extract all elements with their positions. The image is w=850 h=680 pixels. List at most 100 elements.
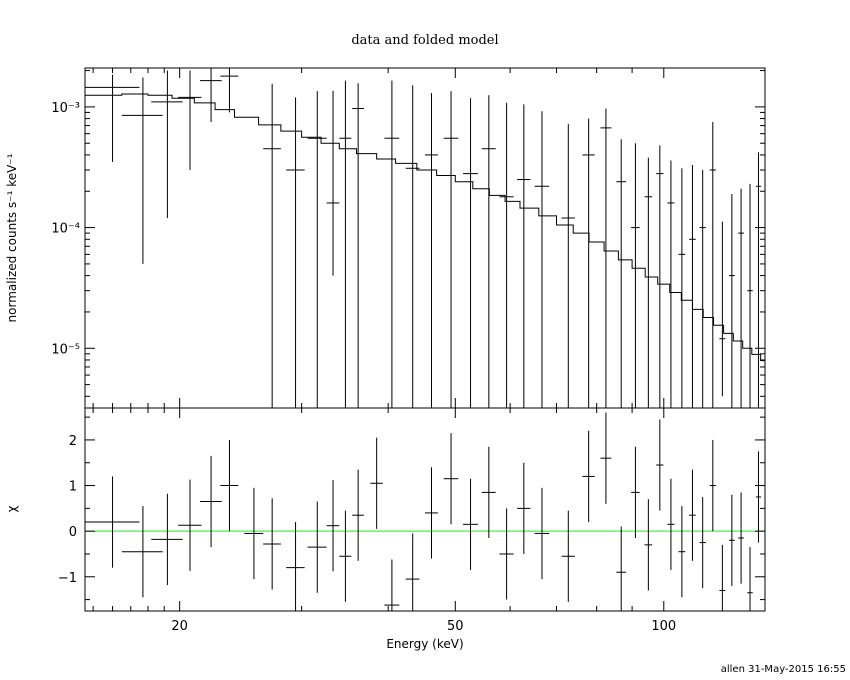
residual-point-2 [151,493,183,585]
y-tick-label: 10⁻⁵ [51,342,80,357]
footer-stamp: allen 31-May-2015 16:55 [721,664,846,675]
residual-point-30 [667,478,675,570]
residual-point-33 [699,496,706,589]
residual-point-26 [616,526,627,611]
spectrum-point-3 [178,70,202,170]
spectrum-point-2 [151,70,183,219]
residual-point-36 [728,494,735,586]
residual-axis-ticks: 20 50 100 −1 0 1 2 [58,408,765,634]
spectrum-point-30 [689,165,696,408]
spectrum-point-17 [481,95,496,408]
spectrum-point-4 [200,68,222,122]
residual-point-19 [481,446,496,539]
model-step-line [85,93,766,364]
folded-model-step [85,93,766,364]
spectrum-point-1 [121,77,163,264]
y-tick-label: −1 [58,571,77,586]
residual-point-20 [499,508,514,600]
spectrum-point-5 [220,68,239,113]
residual-point-15 [405,533,420,611]
x-axis-label: Energy (keV) [386,637,463,651]
residual-point-34 [709,439,716,532]
residual-point-3 [178,479,202,571]
residual-point-11 [339,510,352,602]
spectrum-point-8 [307,91,327,408]
spectrum-point-12 [384,80,400,408]
spectrum-point-6 [263,83,281,408]
residual-point-10 [326,480,340,572]
residual-y-axis-label: χ [5,505,19,512]
spectrum-point-31 [699,169,706,408]
spectrum-point-25 [631,143,640,408]
spectrum-point-34 [728,193,735,408]
x-tick-label: 100 [651,619,676,634]
residual-point-24 [582,430,595,523]
spectrum-point-14 [424,93,438,408]
chart-title: data and folded model [351,33,498,48]
residual-frame [84,407,766,612]
spectrum-point-29 [678,168,686,408]
spectrum-point-23 [600,108,612,408]
spectrum-point-22 [582,118,595,408]
spectrum-panel: 10⁻⁵ 10⁻⁴ 10⁻³ [51,67,766,409]
residual-point-25 [600,412,612,504]
residual-point-0 [85,476,140,568]
spectrum-point-16 [463,98,478,408]
spectrum-point-27 [656,145,664,408]
residual-point-37 [738,492,744,584]
residual-point-13 [370,437,383,529]
spectrum-point-36 [747,183,753,408]
spectrum-point-37 [755,152,762,408]
residual-point-21 [517,462,531,554]
spectrum-point-18 [499,102,514,408]
residual-point-7 [263,498,281,590]
residual-point-39 [755,451,762,543]
spectrum-point-0 [85,74,140,162]
spectrum-point-7 [286,97,305,408]
residual-point-18 [463,478,478,570]
residual-point-1 [121,506,163,598]
spectrum-point-13 [405,85,420,408]
residual-point-22 [534,487,550,580]
x-tick-label: 50 [447,619,464,634]
residual-point-8 [286,522,305,611]
spectrum-point-26 [644,157,653,408]
residual-point-27 [631,446,640,539]
residual-point-32 [689,469,696,561]
spectrum-point-24 [616,139,627,408]
spectrum-data-points [85,68,762,408]
x-tick-label: 20 [171,619,188,634]
spectrum-point-35 [738,188,744,408]
spectrum-point-21 [561,124,575,408]
y-tick-label: 10⁻³ [51,101,80,116]
spectrum-point-32 [709,121,716,408]
residual-point-6 [244,487,264,580]
residual-point-5 [220,439,239,532]
spectrum-frame [84,67,766,409]
y-tick-label: 1 [69,480,77,495]
spectrum-point-11 [352,83,364,408]
residual-point-38 [747,547,753,611]
residual-point-14 [384,559,400,611]
spectrum-point-33 [719,221,726,397]
residual-point-12 [352,469,364,561]
residual-point-17 [443,433,459,525]
spectrum-point-9 [326,90,340,276]
spectrum-point-19 [517,104,531,408]
residual-panel: 20 50 100 −1 0 1 2 [58,407,766,634]
residual-point-4 [200,455,222,548]
spectrum-point-10 [339,80,352,408]
residual-data-points [85,412,762,611]
spectrum-axis-ticks: 10⁻⁵ 10⁻⁴ 10⁻³ [51,68,765,408]
residual-point-23 [561,510,575,602]
spectrum-point-15 [443,91,459,408]
residual-point-35 [719,544,726,611]
y-tick-label: 10⁻⁴ [51,222,80,237]
residual-point-31 [678,506,686,598]
residual-point-28 [644,499,653,591]
residual-point-29 [656,419,664,511]
spectrum-y-axis-label: normalized counts s⁻¹ keV⁻¹ [5,153,19,322]
y-tick-label: 0 [69,525,77,540]
spectrum-point-20 [534,111,550,408]
